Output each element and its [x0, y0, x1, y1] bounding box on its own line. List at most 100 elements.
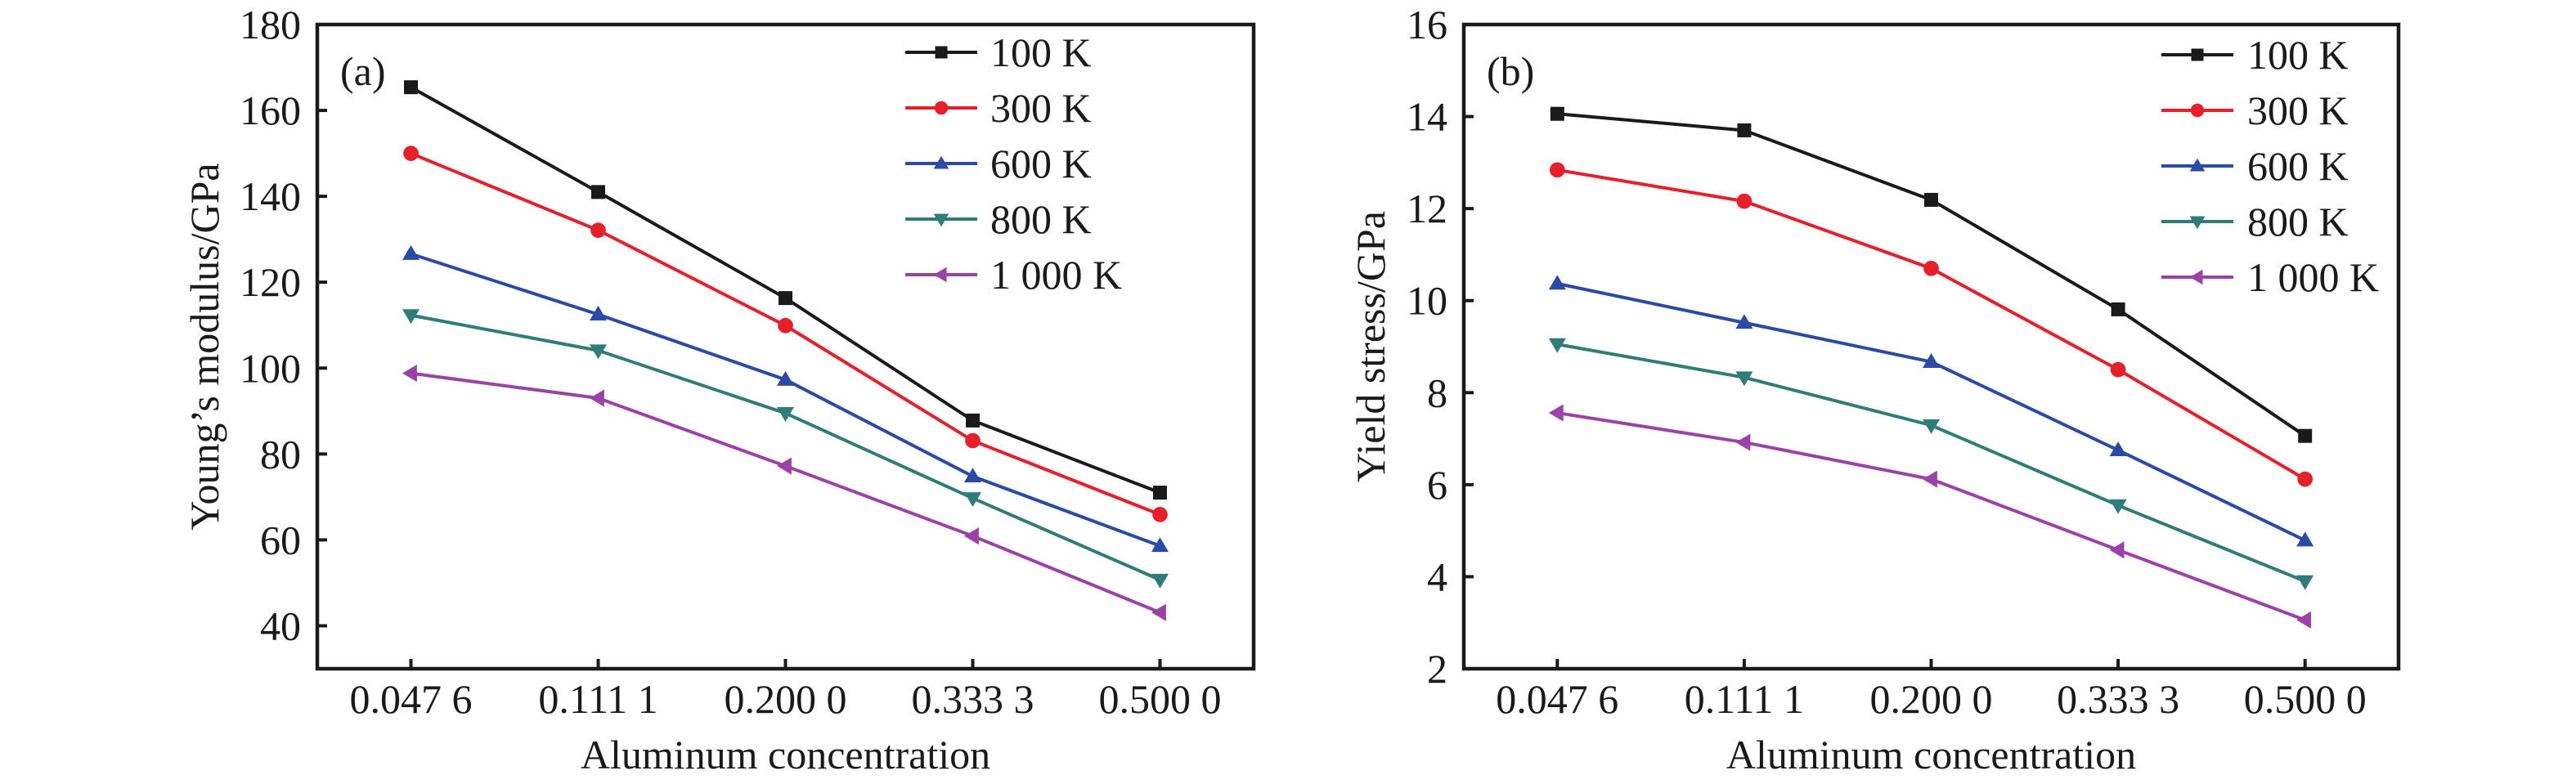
series-line: [1556, 343, 2306, 583]
legend-marker: [2189, 269, 2203, 285]
legend-entry: 600 K: [905, 141, 1092, 186]
data-point: [1923, 260, 1939, 276]
data-point: [1152, 507, 1168, 522]
y-tick-label: 80: [260, 431, 301, 477]
data-point: [2297, 471, 2313, 487]
data-point: [589, 306, 608, 320]
data-point: [1735, 314, 1753, 329]
x-tick-label: 0.200 0: [725, 676, 847, 722]
legend-label: 300 K: [2247, 87, 2349, 133]
x-tick-label: 0.200 0: [1870, 676, 1993, 722]
legend-entry: 1 000 K: [2161, 254, 2379, 300]
legend-entry: 600 K: [2161, 143, 2349, 189]
legend-marker: [2189, 158, 2206, 172]
legend-entry: 800 K: [2161, 199, 2349, 244]
legend-label: 600 K: [2247, 143, 2349, 189]
data-point: [2109, 541, 2125, 559]
y-tick-label: 100: [240, 345, 301, 391]
data-point: [1735, 433, 1751, 451]
legend-marker: [934, 101, 949, 115]
series-100k: [1550, 106, 2313, 443]
panel-a-youngs-modulus-chart: 40 60 80 100 120 140 160 180 0.047 6 0.111 1 0.200…: [182, 2, 1256, 777]
data-point: [776, 407, 795, 422]
legend-entry: 100 K: [2161, 32, 2349, 78]
data-point: [589, 344, 608, 360]
data-point: [404, 80, 418, 95]
data-point: [403, 146, 419, 161]
series-800k: [402, 309, 1169, 589]
data-point: [776, 370, 795, 386]
legend-marker: [933, 213, 949, 227]
data-point: [963, 468, 982, 483]
x-tick-label: 0.500 0: [2244, 676, 2367, 722]
legend-marker: [933, 155, 949, 169]
data-point: [1548, 275, 1566, 290]
y-tick-label: 2: [1427, 646, 1447, 692]
legend-marker: [2190, 103, 2205, 118]
data-point: [1550, 106, 1564, 121]
x-tick-label: 0.111 1: [538, 676, 657, 722]
y-tick-label: 160: [240, 87, 301, 133]
data-point: [1151, 573, 1169, 589]
data-point: [402, 309, 420, 325]
legend-label: 1 000 K: [2247, 254, 2379, 300]
legend-entry: 300 K: [905, 85, 1092, 131]
series-1000k: [1548, 404, 2312, 629]
data-point: [1737, 123, 1752, 137]
data-point: [1924, 192, 1938, 207]
legend-label: 600 K: [990, 141, 1092, 186]
y-tick-label: 120: [240, 259, 301, 305]
series-600k: [1548, 275, 2314, 547]
data-point: [776, 457, 792, 475]
data-point: [2296, 611, 2312, 629]
series-line: [411, 313, 1161, 582]
data-point: [2109, 441, 2127, 457]
data-point: [965, 432, 981, 449]
panel-b-yield-stress-chart: 2 4 6 8 10 12 14 16 0.047 6 0.111 1 0.200 0 0.333 3…: [1348, 2, 2401, 777]
data-point: [1736, 193, 1752, 209]
legend-marker: [2191, 48, 2204, 61]
data-point: [963, 527, 979, 545]
legend-entry: 300 K: [2161, 87, 2349, 133]
data-point: [778, 317, 793, 334]
y-tick-label: 60: [260, 517, 301, 562]
y-tick-label: 16: [1407, 2, 1447, 47]
legend-marker: [933, 267, 947, 283]
series-600k: [402, 244, 1169, 553]
y-tick-label: 6: [1427, 462, 1447, 508]
y-tick-label: 40: [260, 603, 301, 648]
data-point: [1151, 537, 1169, 553]
x-axis-title: Aluminum concentration: [1726, 732, 2136, 777]
data-point: [1151, 603, 1166, 621]
x-axis-title: Aluminum concentration: [581, 732, 990, 777]
legend-label: 1 000 K: [990, 252, 1122, 298]
panel-label: (b): [1487, 48, 1534, 94]
y-tick-label: 4: [1427, 553, 1447, 599]
x-tick-label: 0.047 6: [1496, 676, 1618, 722]
series-100k: [404, 80, 1167, 500]
x-tick-label: 0.111 1: [1685, 676, 1804, 722]
data-point: [2296, 575, 2314, 590]
y-tick-label: 14: [1407, 94, 1447, 140]
x-tick-label: 0.333 3: [2057, 676, 2179, 722]
panel-label: (a): [340, 48, 386, 94]
data-point: [590, 222, 606, 238]
data-point: [1153, 486, 1167, 500]
data-point: [2109, 499, 2127, 514]
data-point: [1922, 419, 1941, 434]
legend-entry: 800 K: [905, 196, 1092, 242]
legend-marker: [2189, 216, 2206, 230]
data-point: [1922, 470, 1937, 488]
y-axis-title: Young’s modulus/GPa: [182, 163, 227, 530]
x-tick-label: 0.333 3: [912, 676, 1034, 722]
data-point: [2110, 361, 2126, 378]
legend-label: 100 K: [2247, 32, 2349, 78]
legend-label: 800 K: [990, 196, 1092, 242]
data-point: [1548, 404, 1564, 422]
data-point: [779, 291, 792, 306]
series-line: [1556, 411, 2306, 622]
legend-entry: 100 K: [905, 29, 1092, 75]
data-point: [1549, 162, 1565, 178]
series-300k: [1549, 162, 2313, 487]
